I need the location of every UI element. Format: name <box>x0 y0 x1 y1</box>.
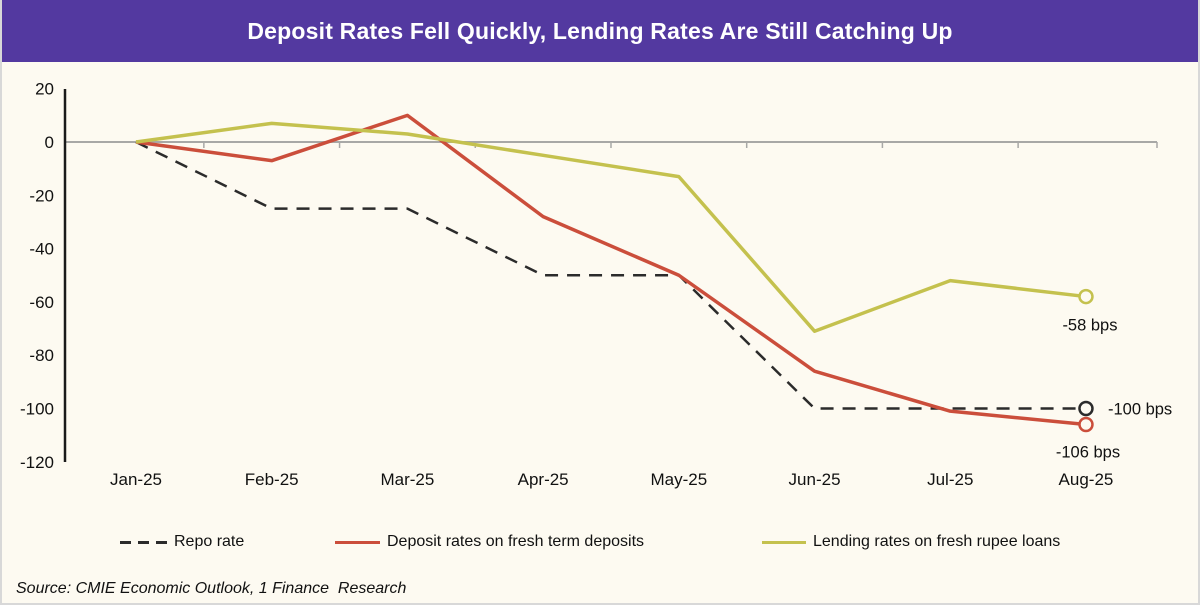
lending-rates-end-marker <box>1078 288 1094 305</box>
x-axis-label: Jan-25 <box>110 470 162 489</box>
x-axis-label: Jul-25 <box>927 470 973 489</box>
y-axis-tick-label: -100 <box>20 400 54 419</box>
y-axis-tick-label: -40 <box>29 240 54 259</box>
title-banner: Deposit Rates Fell Quickly, Lending Rate… <box>2 0 1198 62</box>
source-note: Source: CMIE Economic Outlook, 1 Finance… <box>16 580 407 597</box>
repo-rate-line <box>135 140 1086 410</box>
deposit-rates-line <box>135 113 1087 427</box>
lending-rates-end-label: -58 bps <box>1062 317 1117 335</box>
repo-rate-end-marker <box>1078 400 1094 417</box>
y-axis-tick-label: -80 <box>29 346 54 365</box>
y-axis-tick-label: -20 <box>29 186 54 205</box>
x-axis-label: Apr-25 <box>518 470 569 489</box>
lending-rates-line <box>135 121 1087 333</box>
lending-rates-legend-line <box>762 540 806 544</box>
legend-item-repo-rate: Repo rate <box>120 532 244 552</box>
y-axis-tick-label: -120 <box>20 453 54 472</box>
deposit-rates-legend-line <box>335 540 380 544</box>
y-axis-tick-label: 0 <box>45 133 54 152</box>
x-axis-label: Aug-25 <box>1059 470 1114 489</box>
x-axis-label: Jun-25 <box>789 470 841 489</box>
legend-label-repo-rate: Repo rate <box>174 533 245 550</box>
x-axis-label: Mar-25 <box>380 470 434 489</box>
x-axis-label: Feb-25 <box>245 470 299 489</box>
chart-title: Deposit Rates Fell Quickly, Lending Rate… <box>247 17 953 44</box>
deposit-rates-end-marker <box>1078 416 1094 433</box>
legend-item-deposit-rates: Deposit rates on fresh term deposits <box>335 532 644 552</box>
y-axis-tick-label: 20 <box>35 80 54 99</box>
y-axis-tick-label: -60 <box>29 293 54 312</box>
legend-item-lending-rates: Lending rates on fresh rupee loans <box>762 532 1060 552</box>
deposit-rates-end-label: -106 bps <box>1056 443 1120 461</box>
repo-rate-legend-line <box>120 540 167 544</box>
x-axis-label: May-25 <box>650 470 707 489</box>
repo-rate-end-label: -100 bps <box>1108 401 1172 419</box>
line-chart: 20 0 -20 -40 -60 -80 -100 -120 Jan-25 Feb-25 Mar-2… <box>20 80 1172 489</box>
chart-area: 20 0 -20 -40 -60 -80 -100 -120 Jan-25 Feb-25 Mar-2… <box>2 62 1198 603</box>
legend-label-lending-rates: Lending rates on fresh rupee loans <box>813 533 1061 550</box>
legend-label-deposit-rates: Deposit rates on fresh term deposits <box>387 533 645 550</box>
